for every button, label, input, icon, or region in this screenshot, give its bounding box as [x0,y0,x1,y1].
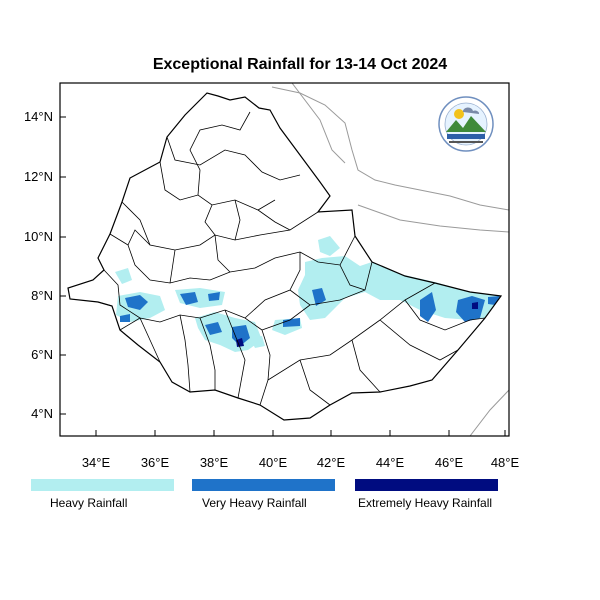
southern-coast-line [469,389,509,436]
x-tick-label: 44°E [376,455,405,470]
very-heavy-rainfall-area [125,295,148,310]
meteorology-institute-logo [438,96,494,152]
very-heavy-rainfall-area [420,292,436,322]
rainfall-layer [115,236,500,352]
plot-frame [59,82,510,437]
heavy-rainfall-area [115,268,132,284]
x-tick-label: 46°E [435,455,464,470]
y-tick-label: 6°N [31,347,53,362]
extremely-heavy-rainfall-area [472,302,478,309]
legend-swatch-heavy [31,479,174,491]
legend-swatch-very-heavy [192,479,335,491]
x-tick-label: 40°E [259,455,288,470]
map-title: Exceptional Rainfall for 13-14 Oct 2024 [152,56,448,73]
y-tick-label: 8°N [31,288,53,303]
very-heavy-rainfall-area [488,296,500,305]
y-tick-label: 10°N [24,229,53,244]
legend-label-very-heavy: Very Heavy Rainfall [202,496,307,510]
very-heavy-rainfall-area [205,322,222,335]
very-heavy-rainfall-area [283,318,300,327]
y-tick-label: 14°N [24,109,53,124]
x-tick-label: 36°E [141,455,170,470]
somaliland-boundary-line [357,204,509,233]
heavy-rainfall-area [298,256,500,320]
admin-boundaries [97,111,486,406]
red-sea-coast-line [271,86,509,211]
heavy-rainfall-area [195,312,262,352]
very-heavy-rainfall-area [312,288,326,306]
x-tick-label: 48°E [491,455,520,470]
neighbor-boundaries [271,83,509,436]
y-axis-labels: 14°N 12°N 10°N 8°N 6°N 4°N [24,109,53,421]
x-tick-label: 34°E [82,455,111,470]
y-tick-label: 12°N [24,169,53,184]
legend-label-extremely-heavy: Extremely Heavy Rainfall [358,496,493,510]
x-axis-labels: 34°E 36°E 38°E 40°E 42°E 44°E 46°E 48°E [82,455,520,470]
very-heavy-rainfall-area [208,292,220,301]
axis-ticks [60,116,506,436]
very-heavy-rainfall-area [120,314,130,322]
country-outline [67,92,503,421]
x-tick-label: 42°E [317,455,346,470]
legend-swatch-extremely-heavy [355,479,498,491]
heavy-rainfall-area [250,336,265,348]
x-tick-label: 38°E [200,455,229,470]
eritrea-coast-line [291,83,346,164]
very-heavy-rainfall-area [180,292,198,305]
heavy-rainfall-area [318,236,340,256]
legend-label-heavy: Heavy Rainfall [50,496,128,510]
extremely-heavy-rainfall-area [236,338,244,347]
y-tick-label: 4°N [31,406,53,421]
